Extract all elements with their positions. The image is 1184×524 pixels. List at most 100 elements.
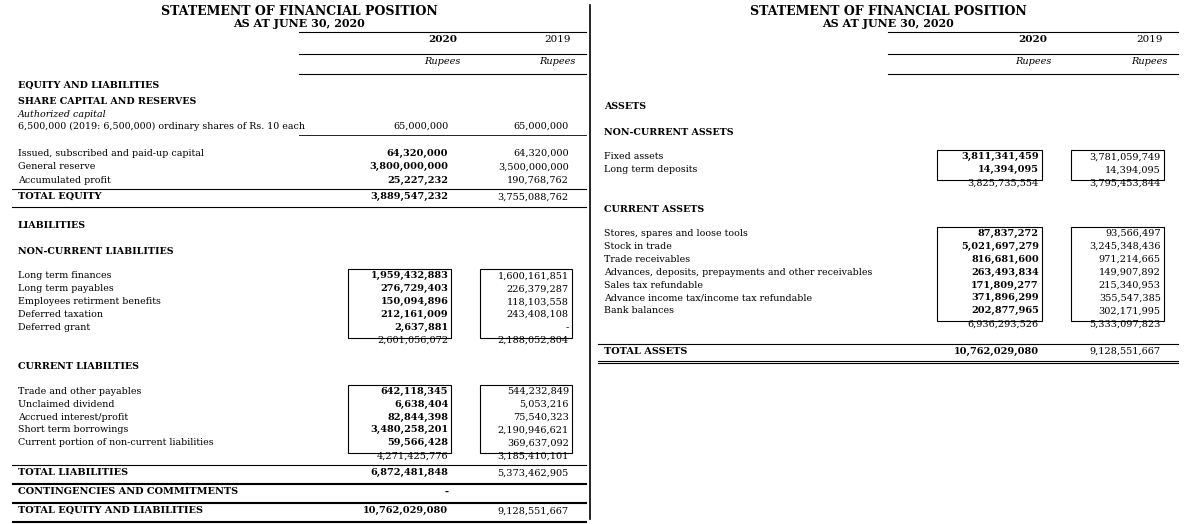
Text: 5,021,697,279: 5,021,697,279 xyxy=(961,242,1038,251)
Text: 3,800,000,000: 3,800,000,000 xyxy=(369,162,449,171)
Text: 371,896,299: 371,896,299 xyxy=(971,293,1038,302)
Text: 9,128,551,667: 9,128,551,667 xyxy=(497,506,568,515)
Text: 3,480,258,201: 3,480,258,201 xyxy=(371,425,449,434)
Text: 243,408,108: 243,408,108 xyxy=(507,310,568,319)
Bar xyxy=(348,269,451,338)
Bar xyxy=(480,269,572,338)
Text: Deferred taxation: Deferred taxation xyxy=(18,310,103,319)
Text: 10,762,029,080: 10,762,029,080 xyxy=(954,347,1038,356)
Text: 14,394,095: 14,394,095 xyxy=(978,165,1038,174)
Text: 6,936,293,526: 6,936,293,526 xyxy=(967,319,1038,329)
Text: -: - xyxy=(566,323,568,332)
Text: Long term payables: Long term payables xyxy=(18,285,114,293)
Text: General reserve: General reserve xyxy=(18,162,95,171)
Text: CONTINGENCIES AND COMMITMENTS: CONTINGENCIES AND COMMITMENTS xyxy=(18,487,238,496)
Text: 14,394,095: 14,394,095 xyxy=(1105,165,1160,174)
Text: 3,245,348,436: 3,245,348,436 xyxy=(1089,242,1160,251)
Text: 118,103,558: 118,103,558 xyxy=(507,297,568,306)
Text: Trade receivables: Trade receivables xyxy=(604,255,690,264)
Text: Accrued interest/profit: Accrued interest/profit xyxy=(18,412,128,421)
Text: 190,768,762: 190,768,762 xyxy=(507,176,568,185)
Text: 65,000,000: 65,000,000 xyxy=(393,122,449,131)
Bar xyxy=(1070,150,1164,180)
Text: TOTAL LIABILITIES: TOTAL LIABILITIES xyxy=(18,468,128,477)
Text: STATEMENT OF FINANCIAL POSITION: STATEMENT OF FINANCIAL POSITION xyxy=(161,5,437,18)
Text: 642,118,345: 642,118,345 xyxy=(381,387,449,396)
Text: 3,889,547,232: 3,889,547,232 xyxy=(371,192,449,201)
Text: 2020: 2020 xyxy=(1018,35,1048,44)
Text: 215,340,953: 215,340,953 xyxy=(1099,280,1160,290)
Bar xyxy=(1070,227,1164,321)
Text: Trade and other payables: Trade and other payables xyxy=(18,387,141,396)
Text: 2019: 2019 xyxy=(1135,35,1163,44)
Text: 5,333,097,823: 5,333,097,823 xyxy=(1089,319,1160,329)
Text: 3,185,410,101: 3,185,410,101 xyxy=(497,451,568,460)
Text: Rupees: Rupees xyxy=(539,57,575,66)
Text: 93,566,497: 93,566,497 xyxy=(1105,229,1160,238)
Text: Sales tax refundable: Sales tax refundable xyxy=(604,280,703,290)
Text: Stock in trade: Stock in trade xyxy=(604,242,671,251)
Text: Rupees: Rupees xyxy=(1131,57,1167,66)
Text: 1,959,432,883: 1,959,432,883 xyxy=(371,271,449,280)
Text: 263,493,834: 263,493,834 xyxy=(971,268,1038,277)
Text: 6,872,481,848: 6,872,481,848 xyxy=(371,468,449,477)
Text: 5,373,462,905: 5,373,462,905 xyxy=(497,468,568,477)
Text: 87,837,272: 87,837,272 xyxy=(978,229,1038,238)
Text: 971,214,665: 971,214,665 xyxy=(1099,255,1160,264)
Text: 64,320,000: 64,320,000 xyxy=(387,149,449,158)
Text: 2,188,052,804: 2,188,052,804 xyxy=(497,336,568,345)
Text: 3,811,341,459: 3,811,341,459 xyxy=(961,152,1038,161)
Text: 65,000,000: 65,000,000 xyxy=(514,122,568,131)
Text: 816,681,600: 816,681,600 xyxy=(971,255,1038,264)
Text: 10,762,029,080: 10,762,029,080 xyxy=(363,506,449,515)
Text: 149,907,892: 149,907,892 xyxy=(1099,268,1160,277)
Text: STATEMENT OF FINANCIAL POSITION: STATEMENT OF FINANCIAL POSITION xyxy=(749,5,1027,18)
Text: AS AT JUNE 30, 2020: AS AT JUNE 30, 2020 xyxy=(233,18,365,29)
Text: 2,637,881: 2,637,881 xyxy=(394,323,449,332)
Text: Short term borrowings: Short term borrowings xyxy=(18,425,128,434)
Bar xyxy=(480,385,572,453)
Text: 59,566,428: 59,566,428 xyxy=(387,439,449,447)
Text: 3,755,088,762: 3,755,088,762 xyxy=(497,192,568,201)
Text: Bank balances: Bank balances xyxy=(604,307,674,315)
Text: 212,161,009: 212,161,009 xyxy=(380,310,449,319)
Text: 9,128,551,667: 9,128,551,667 xyxy=(1089,347,1160,356)
Text: 2,601,056,072: 2,601,056,072 xyxy=(378,336,449,345)
Text: TOTAL EQUITY: TOTAL EQUITY xyxy=(18,192,101,201)
Text: 3,500,000,000: 3,500,000,000 xyxy=(498,162,568,171)
Text: 6,500,000 (2019: 6,500,000) ordinary shares of Rs. 10 each: 6,500,000 (2019: 6,500,000) ordinary sha… xyxy=(18,122,304,131)
Text: 3,825,735,554: 3,825,735,554 xyxy=(967,178,1038,187)
Text: NON-CURRENT ASSETS: NON-CURRENT ASSETS xyxy=(604,128,733,137)
Text: TOTAL EQUITY AND LIABILITIES: TOTAL EQUITY AND LIABILITIES xyxy=(18,506,202,515)
Text: 5,053,216: 5,053,216 xyxy=(520,400,568,409)
Text: 82,844,398: 82,844,398 xyxy=(387,412,449,421)
Text: 2020: 2020 xyxy=(429,35,457,44)
Text: Long term deposits: Long term deposits xyxy=(604,165,697,174)
Text: Accumulated profit: Accumulated profit xyxy=(18,176,110,185)
Text: Authorized capital: Authorized capital xyxy=(18,111,107,119)
Text: 1,600,161,851: 1,600,161,851 xyxy=(497,271,568,280)
Text: CURRENT LIABILTIES: CURRENT LIABILTIES xyxy=(18,363,139,372)
Text: 276,729,403: 276,729,403 xyxy=(380,285,449,293)
Text: 2019: 2019 xyxy=(545,35,571,44)
Text: 6,638,404: 6,638,404 xyxy=(394,400,449,409)
Text: Stores, spares and loose tools: Stores, spares and loose tools xyxy=(604,229,747,238)
Text: Long term finances: Long term finances xyxy=(18,271,111,280)
Text: 75,540,323: 75,540,323 xyxy=(513,412,568,421)
Text: 369,637,092: 369,637,092 xyxy=(507,439,568,447)
Text: 171,809,277: 171,809,277 xyxy=(971,280,1038,290)
Text: 355,547,385: 355,547,385 xyxy=(1099,293,1160,302)
Text: Rupees: Rupees xyxy=(1015,57,1051,66)
Text: CURRENT ASSETS: CURRENT ASSETS xyxy=(604,204,704,214)
Bar xyxy=(938,150,1042,180)
Text: 302,171,995: 302,171,995 xyxy=(1099,307,1160,315)
Text: 64,320,000: 64,320,000 xyxy=(513,149,568,158)
Text: Advance income tax/income tax refundable: Advance income tax/income tax refundable xyxy=(604,293,812,302)
Text: 25,227,232: 25,227,232 xyxy=(387,176,449,185)
Text: TOTAL ASSETS: TOTAL ASSETS xyxy=(604,347,687,356)
Text: 4,271,425,776: 4,271,425,776 xyxy=(377,451,449,460)
Text: Employees retirment benefits: Employees retirment benefits xyxy=(18,297,161,306)
Text: Unclaimed dividend: Unclaimed dividend xyxy=(18,400,114,409)
Text: Current portion of non-current liabilities: Current portion of non-current liabiliti… xyxy=(18,439,213,447)
Text: Fixed assets: Fixed assets xyxy=(604,152,663,161)
